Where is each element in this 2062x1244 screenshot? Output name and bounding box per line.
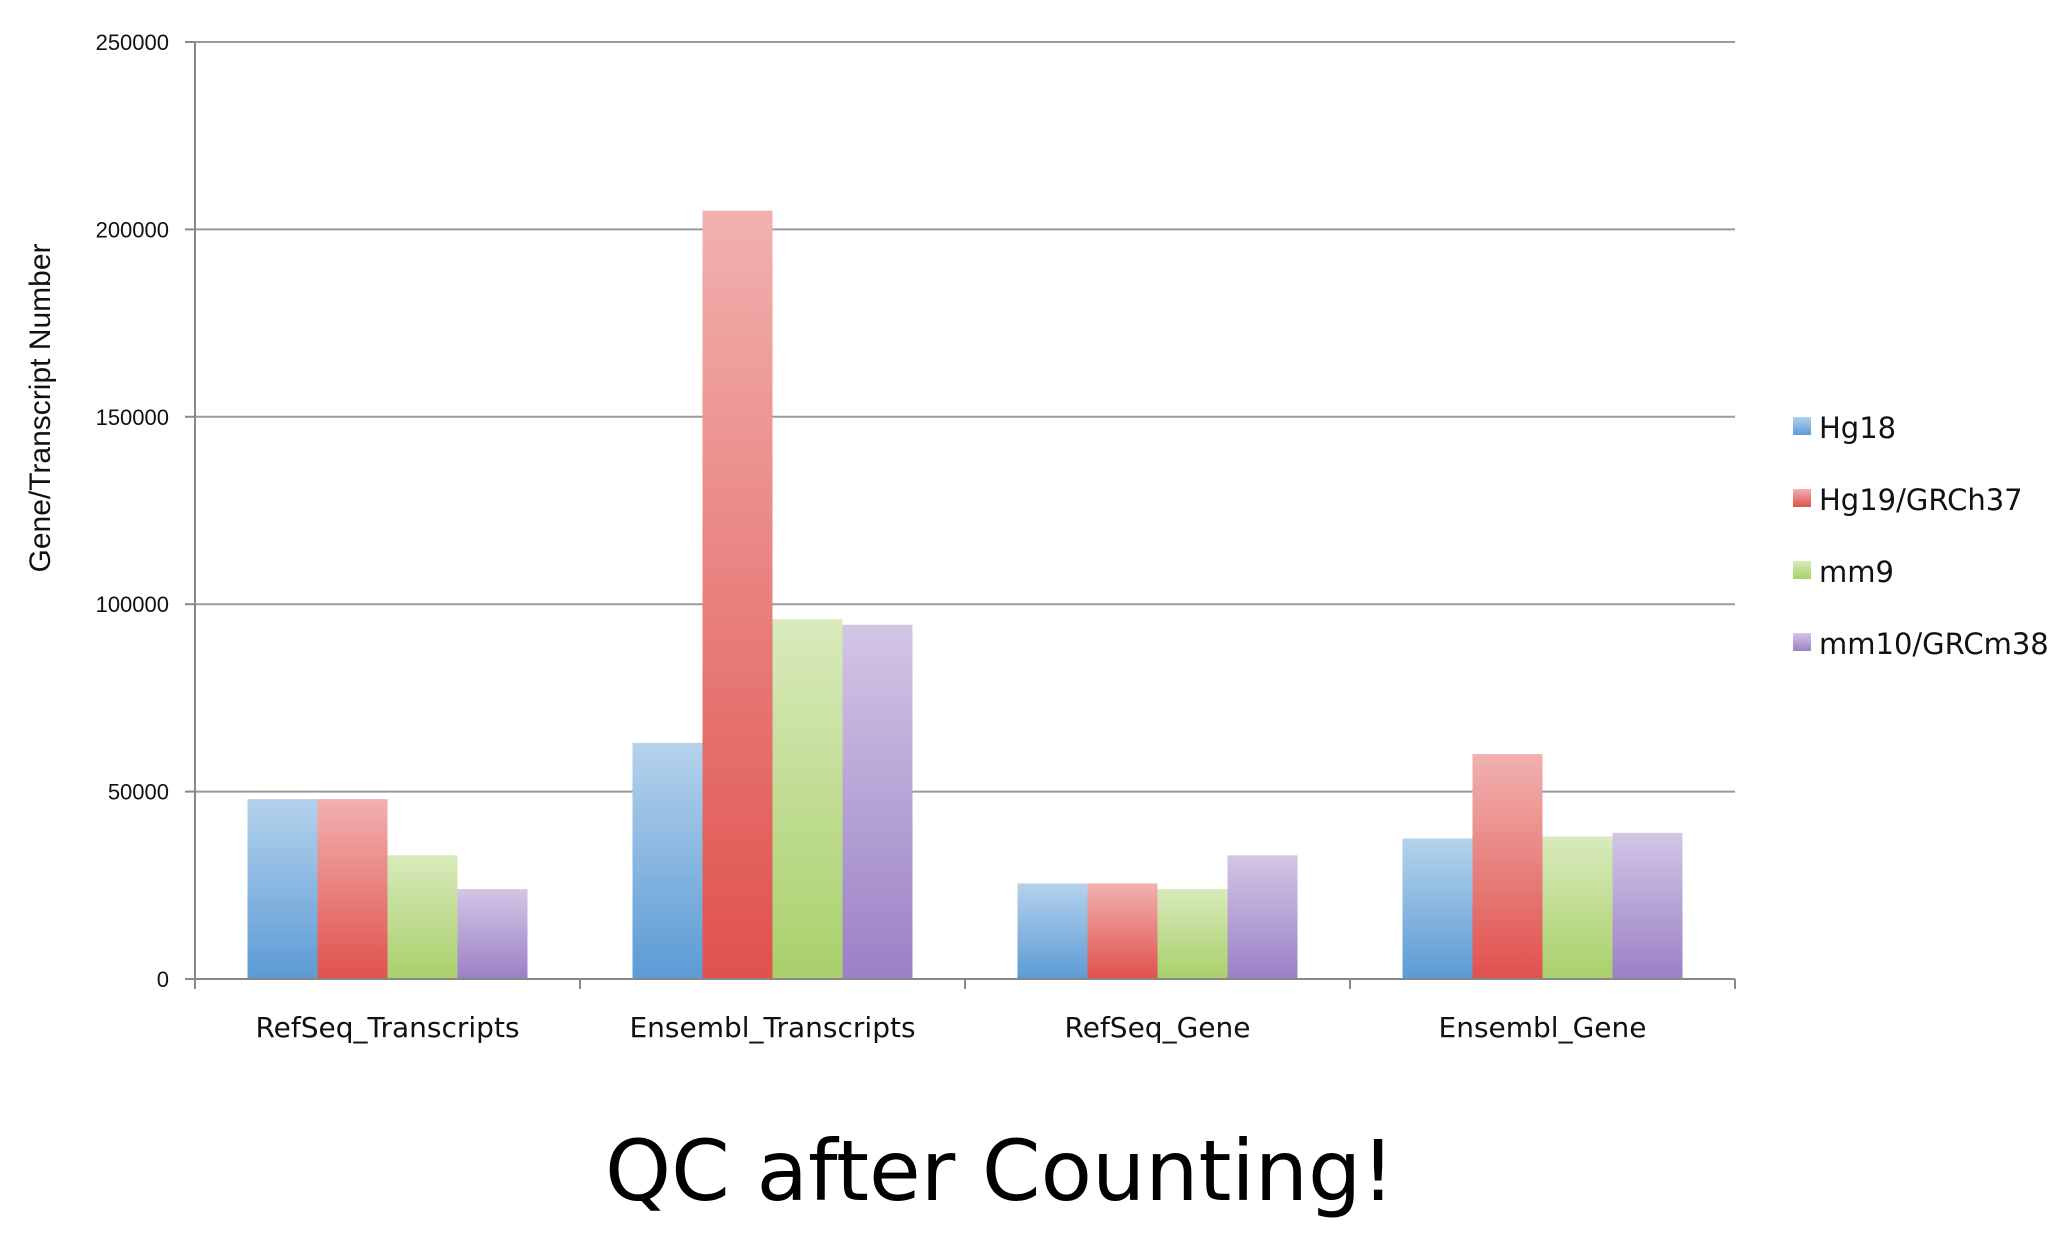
bar-ensembl-transcripts-hg19-grch37 [702,210,773,979]
bar-ensembl-transcripts-mm9 [772,619,843,979]
bar-refseq-transcripts-mm10-grcm38 [457,889,528,979]
y-tick-label: 50000 [108,780,169,805]
bar-refseq-transcripts-hg19-grch37 [317,799,388,979]
bar-refseq-gene-hg19-grch37 [1087,883,1158,979]
bar-refseq-gene-hg18 [1017,883,1088,979]
bar-refseq-transcripts-hg18 [247,799,318,979]
bar-refseq-gene-mm10-grcm38 [1227,855,1298,979]
legend-swatch [1793,417,1811,435]
y-tick-labels: 0 50000 100000 150000 200000 250000 [96,30,169,992]
x-category-label: Ensembl_Gene [1439,1011,1647,1044]
bar-refseq-gene-mm9 [1157,889,1228,979]
bar-ensembl-gene-hg19-grch37 [1472,754,1543,979]
bar-ensembl-gene-mm9 [1542,836,1613,979]
slide-title: QC after Counting! [605,1122,1395,1220]
x-category-labels: RefSeq_Transcripts Ensembl_Transcripts Ref… [255,1011,1646,1044]
y-axis-title: Gene/Transcript Number [24,243,57,572]
bar-ensembl-gene-hg18 [1402,838,1473,979]
legend-label: Hg19/GRCh37 [1819,483,2023,517]
legend-swatch [1793,633,1811,651]
y-tick-label: 200000 [96,217,169,242]
bar-ensembl-transcripts-mm10-grcm38 [842,624,913,979]
legend-swatch [1793,489,1811,507]
bar-ensembl-transcripts-hg18 [632,742,703,979]
legend-swatch [1793,561,1811,579]
x-category-label: Ensembl_Transcripts [629,1011,915,1044]
bars [247,210,1683,979]
y-tick-label: 250000 [96,30,169,55]
legend-label: Hg18 [1819,411,1896,445]
legend-label: mm10/GRCm38 [1819,627,2049,661]
y-tick-label: 150000 [96,405,169,430]
legend-label: mm9 [1819,555,1894,589]
x-category-label: RefSeq_Gene [1065,1011,1251,1044]
legend: Hg18 Hg19/GRCh37 mm9 mm10/GRCm38 [1793,411,2049,661]
gridlines [195,41,1735,793]
x-category-label: RefSeq_Transcripts [255,1011,519,1044]
axes [185,41,1736,989]
y-tick-label: 100000 [96,592,169,617]
bar-ensembl-gene-mm10-grcm38 [1612,832,1683,979]
bar-refseq-transcripts-mm9 [387,855,458,979]
y-tick-label: 0 [157,967,169,992]
